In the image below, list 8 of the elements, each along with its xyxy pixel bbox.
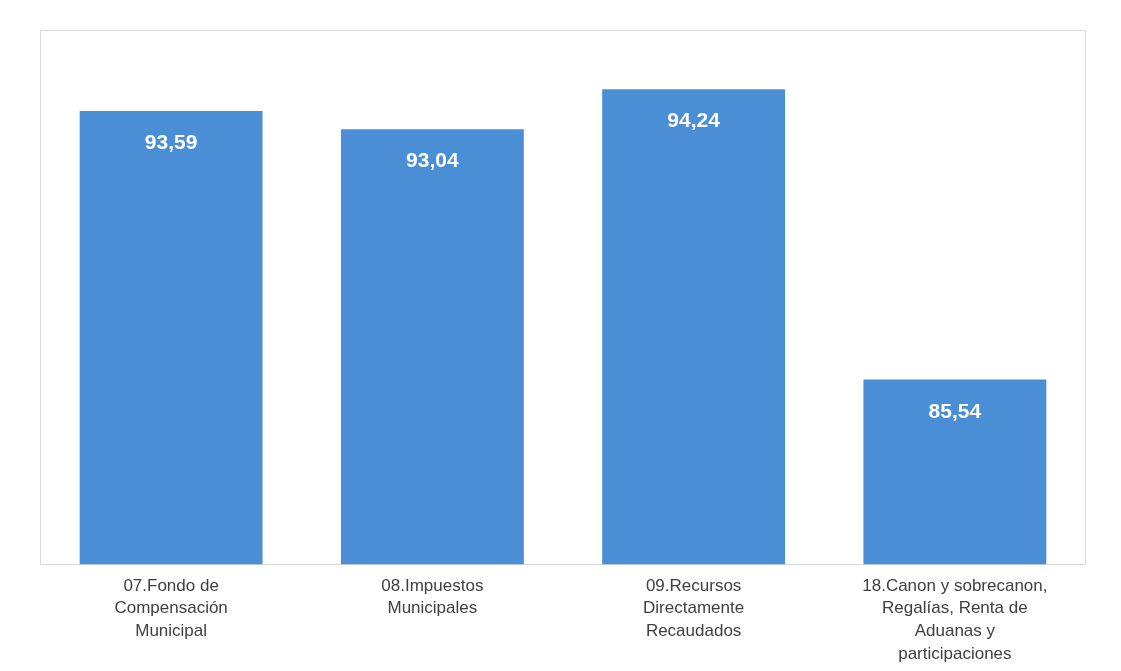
- x-tick-label: 18.Canon y sobrecanon, Regalías, Renta de Aduanas y participaciones: [862, 575, 1048, 663]
- data-label: 93,59: [144, 129, 198, 153]
- data-label: 94,24: [667, 108, 721, 132]
- data-label: 85,54: [928, 398, 982, 422]
- x-tick-label: 07.Fondo de Compensación Municipal: [114, 575, 228, 641]
- x-tick-label: 08.Impuestos Municipales: [381, 575, 484, 618]
- data-label: 93,04: [406, 148, 459, 172]
- x-tick-label: 09.Recursos Directamente Recaudados: [643, 575, 745, 641]
